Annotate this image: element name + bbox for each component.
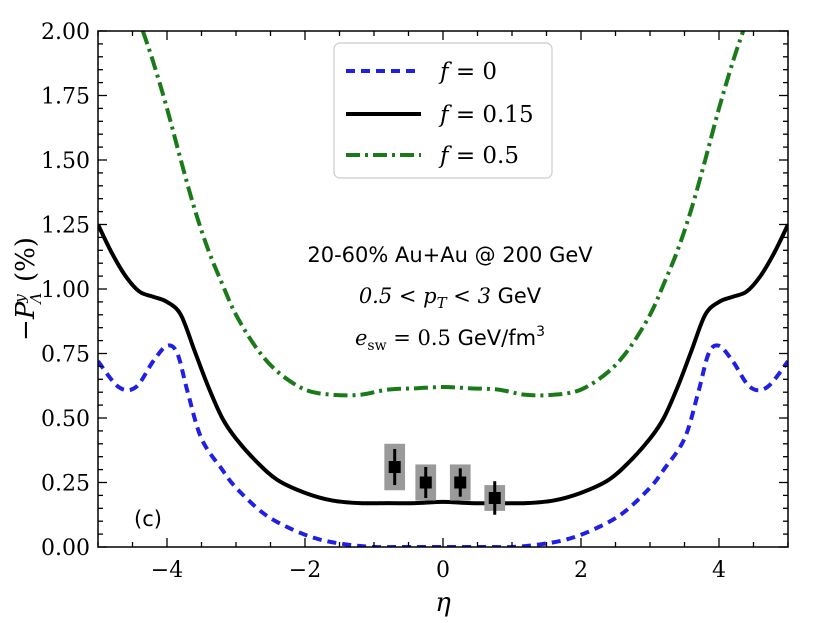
y-tick-label: 0.50 [41, 407, 90, 432]
y-tick-label: 0.25 [41, 472, 90, 497]
annotation-collision: 20-60% Au+Au @ 200 GeV [307, 243, 593, 267]
annotation-esw: esw = 0.5 GeV/fm3 [355, 324, 545, 354]
series-line-1 [98, 223, 788, 506]
annotation-pt-range: 0.5 < pT < 3 GeV [359, 284, 542, 312]
x-tick-label: −2 [289, 558, 321, 583]
y-tick-label: 2.00 [41, 20, 90, 45]
x-tick-label: −4 [151, 558, 183, 583]
x-tick-label: 2 [574, 558, 588, 583]
panel-label: (c) [134, 507, 162, 531]
y-tick-label: 1.00 [41, 278, 90, 303]
plot-area [98, 31, 788, 547]
axis-ticks: −4 −2 0 2 4 0.00 0.25 0.50 0.75 1.00 1.25 1.50 1.75 2… [41, 20, 789, 583]
series-line-0 [98, 343, 788, 547]
x-axis-title: η [435, 588, 451, 618]
legend-label-f0: f = 0 [438, 59, 497, 85]
series-line-2 [140, 31, 746, 398]
x-tick-label: 4 [712, 558, 726, 583]
data-point [419, 476, 432, 489]
y-tick-label: 1.50 [41, 149, 90, 174]
legend-box [333, 42, 553, 179]
legend-label-f015: f = 0.15 [438, 102, 534, 128]
legend: f = 0 f = 0.15 f = 0.5 [333, 42, 553, 179]
y-tick-label: 1.75 [41, 85, 90, 110]
y-tick-label: 0.00 [41, 536, 90, 561]
y-tick-label: 1.25 [41, 214, 90, 239]
data-point [454, 476, 467, 489]
y-axis-title: −PΛy (%) [11, 237, 45, 341]
svg-text:−PΛy (%): −PΛy (%) [11, 237, 45, 341]
x-tick-label: 0 [436, 558, 450, 583]
data-point [488, 491, 501, 504]
y-tick-label: 0.75 [41, 343, 90, 368]
data-point [388, 461, 401, 474]
legend-label-f05: f = 0.5 [438, 143, 519, 169]
